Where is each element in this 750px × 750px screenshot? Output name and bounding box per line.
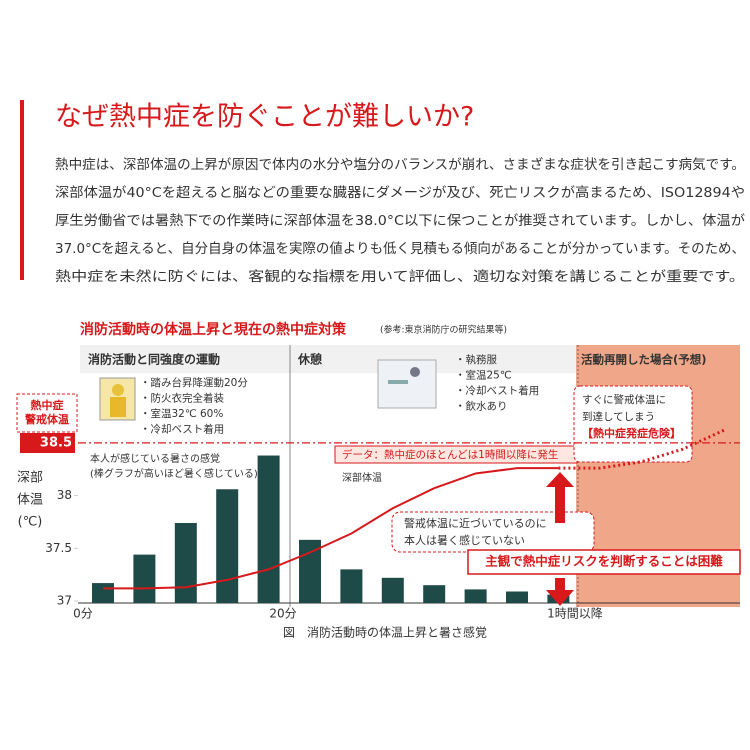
bar bbox=[423, 585, 446, 603]
bullet: ・室温25℃ bbox=[455, 369, 512, 382]
body: 熱中症は、深部体温の上昇が原因で体内の水分や塩分のバランスが崩れ、さまざまな症状… bbox=[55, 156, 746, 285]
chart-title: 消防活動時の体温上昇と現在の熱中症対策 bbox=[80, 321, 347, 338]
threshold-box bbox=[16, 393, 78, 433]
y-tick-label: 37 bbox=[57, 594, 72, 608]
annotation: 到達してしまう bbox=[582, 411, 655, 423]
y-axis-label: 深部 bbox=[17, 471, 43, 486]
bullet: ・冷却ベスト着用 bbox=[140, 423, 224, 436]
arrows bbox=[546, 472, 574, 606]
bullet: ・執務服 bbox=[455, 353, 497, 366]
bar bbox=[464, 589, 487, 603]
bullet: ・冷却ベスト着用 bbox=[455, 384, 539, 397]
bar bbox=[174, 522, 197, 603]
annotation: 主観で熱中症リスクを判断することは困難 bbox=[485, 554, 723, 569]
paragraph-line: 37.0°Cを超えると、自分自身の体温を実際の値よりも低く見積もる傾向があること… bbox=[55, 241, 745, 257]
annotation: 深部体温 bbox=[342, 471, 382, 484]
title: なぜ熱中症を防ぐことが難しいか? bbox=[55, 102, 474, 133]
bullet: ・室温32℃ 60% bbox=[140, 407, 223, 420]
x-tick-label: 20分 bbox=[269, 607, 296, 621]
bar bbox=[257, 455, 280, 603]
bar bbox=[381, 577, 404, 603]
y-axis-label: (℃) bbox=[18, 515, 43, 530]
annotation: 警戒体温に近づいているのに bbox=[404, 516, 547, 530]
bullet: ・踏み台昇降運動20分 bbox=[140, 376, 248, 389]
body-temp-line bbox=[103, 467, 559, 590]
threshold-badge bbox=[20, 433, 75, 453]
section-title: 休憩 bbox=[297, 352, 322, 367]
bar bbox=[216, 489, 239, 603]
section-title: 活動再開した場合(予想) bbox=[581, 353, 707, 367]
y-tick-label: 38 bbox=[57, 488, 72, 502]
firefighter-icon bbox=[99, 377, 136, 421]
threshold-label: 警戒体温 bbox=[24, 412, 69, 426]
section-title: 消防活動と同強度の運動 bbox=[88, 352, 220, 367]
conclusion-box bbox=[467, 549, 741, 575]
annotation: 本人は暑く感じていない bbox=[404, 533, 525, 547]
annotation: 【熱中症発症危険】 bbox=[582, 426, 681, 440]
chart-subtitle: (参考:東京消防庁の研究結果等) bbox=[380, 324, 507, 336]
bar bbox=[506, 591, 528, 603]
annotation: データ：熱中症のほとんどは1時間以降に発生 bbox=[342, 448, 558, 461]
paragraph-line: 熱中症を未然に防ぐには、客観的な指標を用いて評価し、適切な対策を講じることが重要… bbox=[55, 268, 745, 285]
forecast-line bbox=[558, 428, 725, 470]
bullet: ・防火衣完全着装 bbox=[140, 392, 224, 405]
desk-icon bbox=[377, 359, 437, 409]
caption: 図 消防活動時の体温上昇と暑さ感覚 bbox=[283, 625, 487, 640]
chart bbox=[74, 428, 740, 604]
annotation: すぐに警戒体温に bbox=[582, 393, 666, 406]
threshold-label: 熱中症 bbox=[31, 398, 64, 412]
bar bbox=[133, 554, 156, 603]
accent-bar bbox=[20, 100, 24, 280]
x-tick-label: 0分 bbox=[73, 607, 93, 621]
paragraph-line: 深部体温が40°Cを超えると脳などの重要な臓器にダメージが及び、死亡リスクが高ま… bbox=[55, 184, 745, 201]
y-tick-label: 38.5 bbox=[40, 435, 72, 450]
y-axis-label: 体温 bbox=[17, 493, 43, 508]
paragraph-line: 熱中症は、深部体温の上昇が原因で体内の水分や塩分のバランスが崩れ、さまざまな症状… bbox=[55, 156, 745, 173]
y-tick-label: 37.5 bbox=[45, 541, 72, 555]
bar bbox=[340, 569, 363, 603]
bar bbox=[92, 583, 114, 603]
chart-texts: ・踏み台昇降運動20分・防火衣完全着装・室温32℃ 60%・冷却ベスト着用・執務… bbox=[17, 353, 723, 640]
bullet: ・飲水あり bbox=[455, 400, 508, 413]
x-tick-label: 1時間以降 bbox=[547, 607, 603, 621]
annotation: 本人が感じている暑さの感覚 bbox=[90, 452, 220, 465]
annotation: (棒グラフが高いほど暑く感じている) bbox=[90, 467, 258, 480]
paragraph-line: 厚生労働省では暑熱下での作業時に深部体温を38.0°C以下に保つことが推奨されて… bbox=[55, 213, 746, 229]
